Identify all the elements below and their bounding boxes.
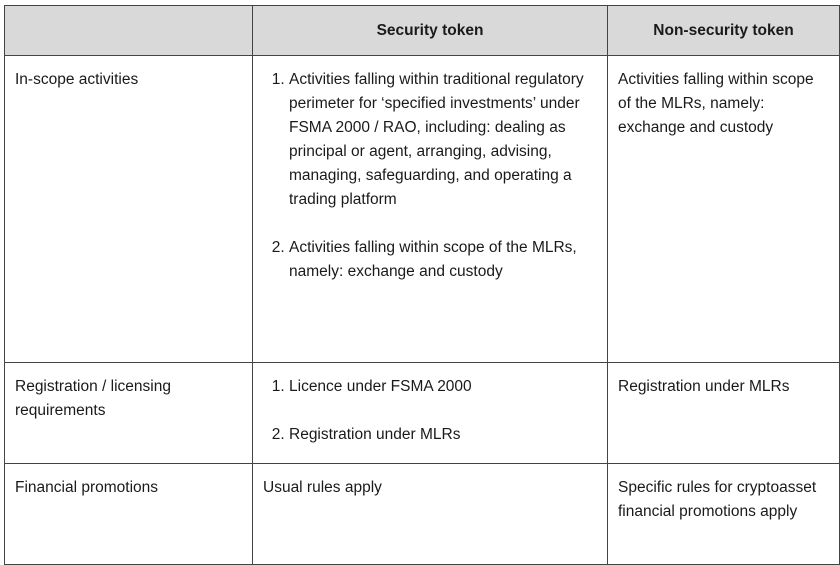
row-label: Registration / licensing requirements (4, 362, 253, 464)
header-empty (4, 5, 253, 56)
row-label: In-scope activities (4, 55, 253, 363)
list-item: Licence under FSMA 2000 (289, 375, 597, 399)
header-non-security-token: Non-security token (607, 5, 840, 56)
table-row: In-scope activities Activities falling w… (4, 55, 840, 363)
security-list: Activities falling within traditional re… (263, 68, 597, 284)
security-cell: Licence under FSMA 2000 Registration und… (252, 362, 608, 464)
non-security-cell: Specific rules for cryptoasset financial… (607, 463, 840, 565)
non-security-cell: Activities falling within scope of the M… (607, 55, 840, 363)
list-item: Registration under MLRs (289, 423, 597, 447)
row-label: Financial promotions (4, 463, 253, 565)
list-item: Activities falling within traditional re… (289, 68, 597, 212)
table-row: Financial promotions Usual rules apply S… (4, 463, 840, 565)
header-row: Security token Non-security token (4, 5, 840, 56)
table-row: Registration / licensing requirements Li… (4, 362, 840, 464)
list-item: Activities falling within scope of the M… (289, 236, 597, 284)
non-security-cell: Registration under MLRs (607, 362, 840, 464)
security-cell: Usual rules apply (252, 463, 608, 565)
comparison-table: Security token Non-security token In-sco… (4, 5, 840, 565)
security-cell: Activities falling within traditional re… (252, 55, 608, 363)
header-security-token: Security token (252, 5, 608, 56)
security-list: Licence under FSMA 2000 Registration und… (263, 375, 597, 447)
